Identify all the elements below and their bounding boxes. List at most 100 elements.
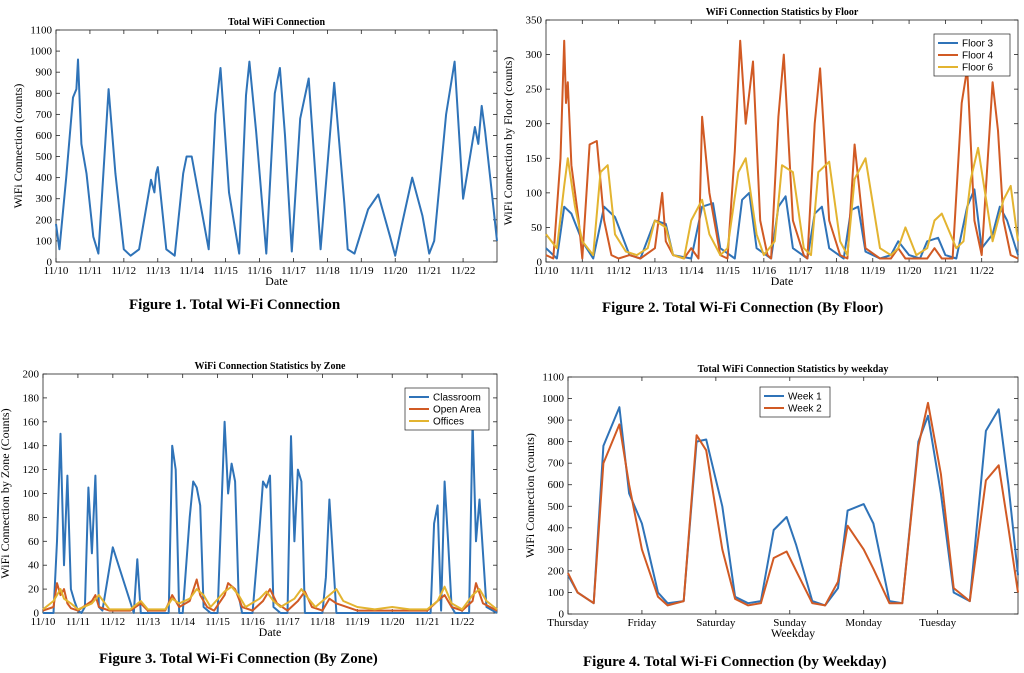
series-line-week-1	[567, 406, 1019, 607]
x-tick-label: 11/14	[170, 616, 195, 628]
x-tick-label: 11/14	[179, 265, 204, 277]
x-tick-label: 11/10	[44, 265, 69, 277]
y-tick-label: 40	[28, 560, 40, 572]
x-axis-label: Date	[259, 625, 282, 639]
x-tick-label: 11/10	[31, 616, 56, 628]
legend-label: Open Area	[433, 405, 481, 416]
legend-label: Week 1	[788, 392, 822, 403]
x-axis-label: Weekday	[771, 626, 815, 640]
y-axis-label: WiFi Connection (counts)	[11, 84, 25, 209]
y-tick-label: 140	[23, 440, 40, 452]
x-tick-label: 11/18	[824, 265, 849, 277]
x-tick-label: 11/21	[415, 616, 440, 628]
figure-2-caption: Figure 2. Total Wi-Fi Connection (By Flo…	[602, 300, 884, 316]
y-tick-label: 100	[548, 587, 565, 599]
x-tick-label: 11/13	[643, 265, 668, 277]
series-line-week-2	[567, 401, 1019, 607]
x-tick-label: 11/12	[101, 616, 126, 628]
x-tick-label: 11/15	[205, 616, 230, 628]
x-tick-label: 11/21	[933, 265, 958, 277]
x-tick-label: Monday	[845, 617, 882, 629]
y-tick-label: 300	[548, 544, 565, 556]
legend-label: Offices	[433, 417, 464, 428]
plot-frame	[545, 19, 1019, 263]
y-tick-label: 0	[537, 257, 543, 269]
x-tick-label: 11/20	[897, 265, 922, 277]
x-tick-label: 11/17	[275, 616, 300, 628]
plot-frame	[567, 376, 1019, 615]
y-tick-label: 350	[526, 15, 543, 27]
legend-box	[759, 386, 831, 418]
x-tick-label: 11/21	[417, 265, 442, 277]
legend-label: Floor 3	[962, 39, 994, 50]
y-tick-label: 50	[531, 222, 543, 234]
y-tick-label: 700	[548, 458, 565, 470]
y-tick-label: 250	[526, 84, 543, 96]
x-tick-label: Sunday	[773, 617, 807, 629]
x-tick-label: 11/11	[66, 616, 90, 628]
y-tick-label: 900	[548, 415, 565, 427]
x-tick-label: 11/19	[860, 265, 885, 277]
chart-title: WiFi Connection Statistics by Zone	[195, 361, 346, 372]
chart-title: WiFi Connection Statistics by Floor	[706, 7, 859, 18]
plot-frame	[55, 29, 498, 263]
y-tick-label: 600	[36, 130, 53, 142]
y-tick-label: 300	[36, 193, 53, 205]
x-axis-label: Date	[771, 274, 794, 288]
chart-title: Total WiFi Connection Statistics by week…	[698, 364, 889, 375]
x-tick-label: 11/11	[570, 265, 594, 277]
legend-label: Classroom	[433, 393, 481, 404]
series-line-open-area	[42, 578, 498, 612]
y-tick-label: 0	[47, 257, 53, 269]
chart-2: WiFi Connection Statistics by Floor 0 50 10…	[501, 7, 1019, 288]
legend-label: Floor 6	[962, 63, 994, 74]
x-tick-label: 11/19	[345, 616, 370, 628]
x-tick-label: 11/18	[310, 616, 335, 628]
x-tick-label: 11/20	[380, 616, 405, 628]
y-tick-label: 20	[28, 584, 40, 596]
y-tick-label: 600	[548, 479, 565, 491]
y-tick-label: 900	[36, 67, 53, 79]
y-tick-label: 100	[36, 235, 53, 247]
x-tick-label: Friday	[628, 617, 657, 629]
y-tick-label: 0	[34, 608, 40, 620]
x-tick-label: 11/11	[78, 265, 102, 277]
y-tick-label: 400	[548, 522, 565, 534]
y-tick-label: 1100	[30, 25, 52, 37]
y-axis-label: WiFi Connection by Floor (counts)	[501, 57, 515, 226]
y-tick-label: 160	[23, 416, 40, 428]
y-tick-label: 1000	[30, 46, 53, 58]
y-axis-label: WiFi Connection (counts)	[523, 433, 537, 558]
series-line-classroom	[43, 420, 498, 614]
x-tick-label: 11/16	[247, 265, 272, 277]
legend-label: Week 2	[788, 404, 822, 415]
x-tick-label: 11/13	[145, 265, 170, 277]
x-tick-label: 11/15	[715, 265, 740, 277]
y-tick-label: 0	[559, 609, 565, 621]
figure-1-caption: Figure 1. Total Wi-Fi Connection	[129, 297, 341, 313]
x-tick-label: 11/22	[969, 265, 994, 277]
x-tick-label: 11/17	[281, 265, 306, 277]
y-tick-label: 120	[23, 464, 40, 476]
y-tick-label: 1100	[542, 372, 564, 384]
y-tick-label: 60	[28, 536, 40, 548]
x-tick-label: 11/12	[606, 265, 631, 277]
y-axis-label: WiFi Connection by Zone (Counts)	[0, 408, 12, 578]
x-tick-label: 11/16	[240, 616, 265, 628]
x-tick-label: 11/22	[451, 265, 476, 277]
y-tick-label: 100	[23, 488, 40, 500]
x-tick-label: 11/15	[213, 265, 238, 277]
chart-title: Total WiFi Connection	[228, 17, 325, 28]
chart-3: WiFi Connection Statistics by Zone 0 20 40 6…	[0, 361, 498, 639]
chart-4: Total WiFi Connection Statistics by week…	[523, 364, 1019, 640]
y-tick-label: 150	[526, 153, 543, 165]
y-tick-label: 800	[548, 436, 565, 448]
series-line-1	[55, 58, 498, 257]
y-tick-label: 100	[526, 187, 543, 199]
x-tick-label: 11/16	[752, 265, 777, 277]
figure-4-caption: Figure 4. Total Wi-Fi Connection (by Wee…	[583, 654, 887, 670]
x-tick-label: Tuesday	[919, 617, 956, 629]
